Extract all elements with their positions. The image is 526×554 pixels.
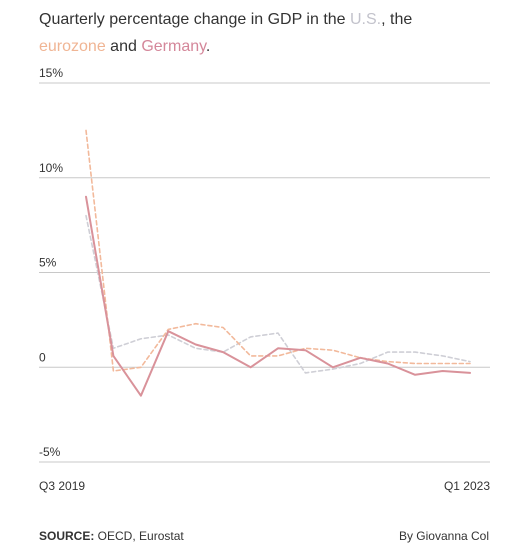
title-part-4: .: [205, 38, 211, 55]
title-part-1: Quarterly percentage change in GDP in th…: [39, 11, 350, 28]
byline: By Giovanna Col: [398, 529, 489, 543]
germany-series-line: [85, 195, 471, 397]
y-tick-labels: 15% 10% 5% 0 -5%: [39, 66, 63, 459]
y-tick-label: -5%: [39, 445, 61, 459]
x-tick-labels: Q3 2019 Q1 2023: [39, 479, 490, 493]
y-tick-label: 15%: [39, 66, 63, 80]
source-label: SOURCE:: [39, 529, 95, 543]
x-tick-label-start: Q3 2019: [39, 479, 85, 493]
source-note: SOURCE: OECD, Eurostat: [39, 529, 184, 543]
x-tick-label-end: Q1 2023: [444, 479, 490, 493]
eurozone-series-line: [85, 129, 471, 372]
title-part-3: and: [105, 38, 142, 55]
title-germany: Germany: [141, 38, 206, 55]
y-tick-label: 0: [39, 350, 46, 364]
title-us: U.S.: [350, 11, 382, 28]
y-tick-label: 5%: [39, 256, 57, 270]
us-series-line: [85, 214, 471, 374]
chart-title: Quarterly percentage change in GDP in th…: [39, 6, 509, 60]
series-layer: [85, 129, 471, 397]
y-tick-label: 10%: [39, 161, 63, 175]
source-text: OECD, Eurostat: [94, 529, 184, 543]
title-eurozone: eurozone: [39, 38, 106, 55]
title-part-2: , the: [381, 11, 413, 28]
grid-layer: [39, 82, 490, 463]
